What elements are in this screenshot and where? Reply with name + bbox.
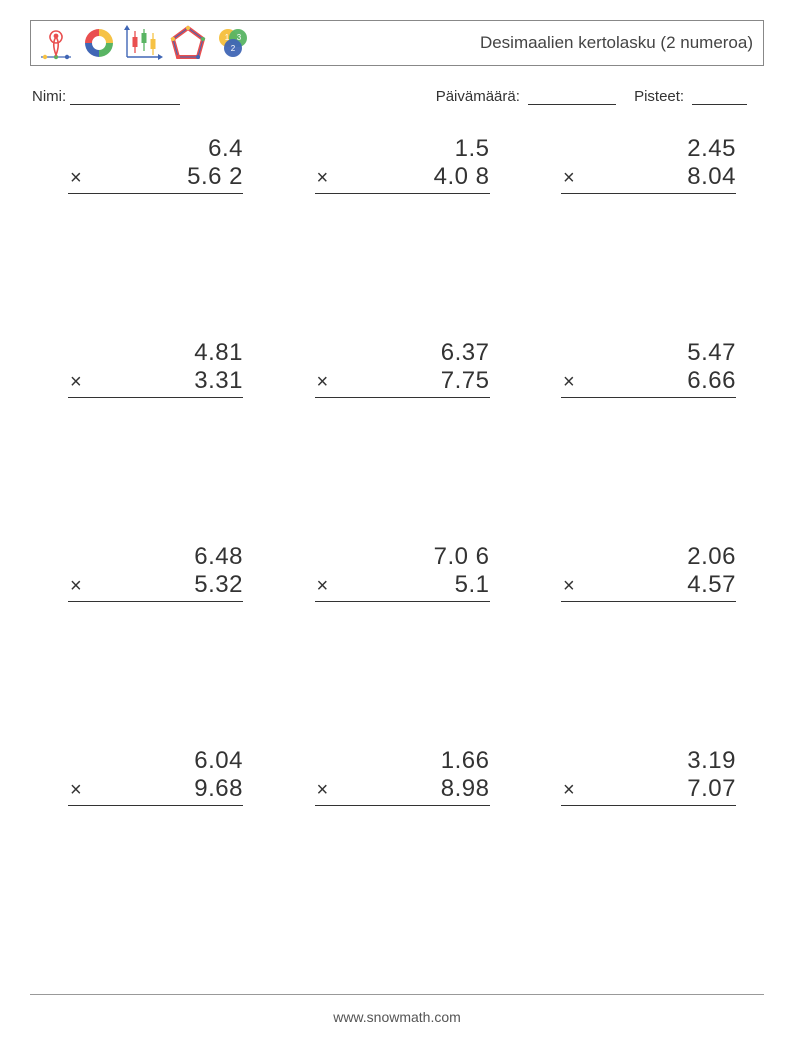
- multiplicand: 1.66: [315, 747, 490, 775]
- pentagon-icon: [169, 25, 207, 61]
- multiplicand: 5.47: [561, 339, 736, 367]
- multiplication-problem: 1.5×4.0 8: [315, 135, 490, 194]
- multiplicand: 4.81: [68, 339, 243, 367]
- multiplier-line: ×4.57: [561, 571, 736, 602]
- multiplier: 5.6 2: [82, 163, 243, 191]
- worksheet-title: Desimaalien kertolasku (2 numeroa): [480, 33, 753, 53]
- multiplier: 4.0 8: [329, 163, 490, 191]
- multiplier: 6.66: [575, 367, 736, 395]
- multiplier-line: ×8.98: [315, 775, 490, 806]
- multiplier-line: ×7.07: [561, 775, 736, 806]
- times-operator: ×: [68, 779, 82, 802]
- meta-name: Nimi:: [30, 88, 436, 105]
- multiplier-line: ×3.31: [68, 367, 243, 398]
- multiplication-problem: 6.37×7.75: [315, 339, 490, 398]
- multiplicand: 1.5: [315, 135, 490, 163]
- multiplier-line: ×9.68: [68, 775, 243, 806]
- multiplier-line: ×7.75: [315, 367, 490, 398]
- meta-date: Päivämäärä:: [436, 88, 616, 105]
- score-blank[interactable]: [692, 90, 747, 105]
- svg-text:1: 1: [225, 33, 230, 42]
- multiplicand: 6.04: [68, 747, 243, 775]
- multiplication-problem: 6.4×5.6 2: [68, 135, 243, 194]
- multiplier-line: ×5.6 2: [68, 163, 243, 194]
- worksheet-page: 1 3 2 Desimaalien kertolasku (2 numeroa)…: [0, 0, 794, 1053]
- problem-row: 6.4×5.6 21.5×4.0 82.45×8.04: [30, 135, 764, 194]
- pin-chart-icon: [37, 25, 75, 61]
- multiplier-line: ×4.0 8: [315, 163, 490, 194]
- multiplier-line: ×8.04: [561, 163, 736, 194]
- times-operator: ×: [315, 575, 329, 598]
- date-blank[interactable]: [528, 90, 616, 105]
- problem-row: 4.81×3.316.37×7.755.47×6.66: [30, 339, 764, 398]
- multiplier: 3.31: [82, 367, 243, 395]
- header-icons: 1 3 2: [37, 25, 251, 61]
- multiplication-problem: 2.06×4.57: [561, 543, 736, 602]
- problem-row: 6.04×9.681.66×8.983.19×7.07: [30, 747, 764, 806]
- multiplication-problem: 7.0 6×5.1: [315, 543, 490, 602]
- multiplier: 7.75: [329, 367, 490, 395]
- multiplication-problem: 4.81×3.31: [68, 339, 243, 398]
- name-label: Nimi:: [32, 88, 66, 105]
- svg-text:2: 2: [231, 44, 236, 53]
- multiplier: 7.07: [575, 775, 736, 803]
- problem-row: 6.48×5.327.0 6×5.12.06×4.57: [30, 543, 764, 602]
- candlestick-icon: [123, 25, 163, 61]
- times-operator: ×: [68, 575, 82, 598]
- multiplier-line: ×5.32: [68, 571, 243, 602]
- multiplication-problem: 3.19×7.07: [561, 747, 736, 806]
- times-operator: ×: [315, 167, 329, 190]
- donut-icon: [81, 25, 117, 61]
- multiplicand: 6.48: [68, 543, 243, 571]
- multiplicand: 7.0 6: [315, 543, 490, 571]
- times-operator: ×: [315, 779, 329, 802]
- multiplier: 4.57: [575, 571, 736, 599]
- multiplicand: 2.45: [561, 135, 736, 163]
- meta-row: Nimi: Päivämäärä: Pisteet:: [30, 88, 764, 105]
- times-operator: ×: [68, 371, 82, 394]
- svg-text:3: 3: [237, 33, 242, 42]
- times-operator: ×: [315, 371, 329, 394]
- problems-grid: 6.4×5.6 21.5×4.0 82.45×8.044.81×3.316.37…: [30, 135, 764, 806]
- multiplier: 8.04: [575, 163, 736, 191]
- times-operator: ×: [561, 575, 575, 598]
- score-label: Pisteet:: [634, 88, 684, 105]
- times-operator: ×: [68, 167, 82, 190]
- name-blank[interactable]: [70, 90, 180, 105]
- multiplication-problem: 6.48×5.32: [68, 543, 243, 602]
- multiplier: 8.98: [329, 775, 490, 803]
- times-operator: ×: [561, 779, 575, 802]
- multiplication-problem: 5.47×6.66: [561, 339, 736, 398]
- multiplication-problem: 2.45×8.04: [561, 135, 736, 194]
- date-label: Päivämäärä:: [436, 88, 520, 105]
- venn-icon: 1 3 2: [213, 25, 251, 61]
- multiplier-line: ×6.66: [561, 367, 736, 398]
- multiplicand: 6.37: [315, 339, 490, 367]
- multiplicand: 2.06: [561, 543, 736, 571]
- meta-score: Pisteet:: [634, 88, 747, 105]
- times-operator: ×: [561, 167, 575, 190]
- multiplier: 5.1: [329, 571, 490, 599]
- multiplier: 5.32: [82, 571, 243, 599]
- times-operator: ×: [561, 371, 575, 394]
- multiplier-line: ×5.1: [315, 571, 490, 602]
- footer-text: www.snowmath.com: [333, 1009, 461, 1025]
- multiplicand: 6.4: [68, 135, 243, 163]
- page-footer: www.snowmath.com: [0, 994, 794, 1025]
- footer-rule: [30, 994, 764, 995]
- header-bar: 1 3 2 Desimaalien kertolasku (2 numeroa): [30, 20, 764, 66]
- multiplication-problem: 1.66×8.98: [315, 747, 490, 806]
- multiplicand: 3.19: [561, 747, 736, 775]
- multiplier: 9.68: [82, 775, 243, 803]
- multiplication-problem: 6.04×9.68: [68, 747, 243, 806]
